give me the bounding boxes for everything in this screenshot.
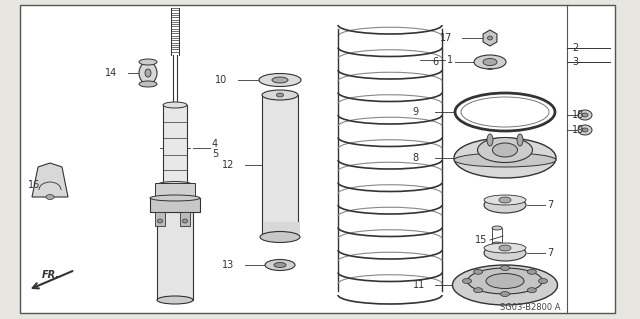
Ellipse shape [484, 245, 526, 261]
Text: SG03-B2800 A: SG03-B2800 A [500, 303, 560, 313]
Text: 10: 10 [215, 75, 227, 85]
Ellipse shape [486, 273, 524, 288]
Ellipse shape [474, 269, 483, 274]
Ellipse shape [454, 138, 556, 178]
Ellipse shape [499, 197, 511, 203]
Ellipse shape [157, 296, 193, 304]
Ellipse shape [484, 195, 526, 205]
Ellipse shape [262, 90, 298, 100]
Ellipse shape [499, 245, 511, 251]
Ellipse shape [474, 288, 483, 293]
Ellipse shape [488, 36, 493, 40]
Ellipse shape [139, 59, 157, 65]
Text: 13: 13 [222, 260, 234, 270]
Ellipse shape [492, 226, 502, 230]
Ellipse shape [500, 292, 509, 296]
Text: 9: 9 [412, 107, 418, 117]
Ellipse shape [276, 93, 284, 97]
Ellipse shape [538, 278, 547, 284]
Ellipse shape [272, 77, 288, 83]
Text: 12: 12 [222, 160, 234, 170]
Ellipse shape [139, 62, 157, 84]
Ellipse shape [578, 125, 592, 135]
Ellipse shape [265, 259, 295, 271]
Text: 3: 3 [572, 57, 578, 67]
Ellipse shape [484, 197, 526, 213]
Ellipse shape [46, 195, 54, 199]
Text: 14: 14 [105, 68, 117, 78]
Ellipse shape [527, 269, 536, 274]
Ellipse shape [259, 73, 301, 86]
Ellipse shape [467, 268, 543, 294]
Ellipse shape [517, 134, 523, 146]
Ellipse shape [454, 153, 556, 167]
Text: FR.: FR. [42, 270, 60, 280]
Ellipse shape [483, 58, 497, 65]
Ellipse shape [452, 265, 557, 305]
Polygon shape [32, 163, 68, 197]
Bar [264, 222, 300, 237]
Text: 1: 1 [447, 55, 453, 65]
Text: 16: 16 [28, 180, 40, 190]
Text: 7: 7 [547, 248, 553, 258]
Text: 15: 15 [475, 235, 488, 245]
Ellipse shape [477, 137, 532, 162]
Ellipse shape [463, 278, 472, 284]
Ellipse shape [182, 219, 188, 223]
Ellipse shape [260, 232, 300, 242]
Text: 17: 17 [440, 33, 452, 43]
Text: 6: 6 [432, 57, 438, 67]
Ellipse shape [157, 219, 163, 223]
Ellipse shape [157, 182, 193, 189]
Text: 18: 18 [572, 110, 584, 120]
Ellipse shape [492, 242, 502, 246]
Ellipse shape [139, 81, 157, 87]
Ellipse shape [582, 113, 588, 117]
Ellipse shape [582, 128, 588, 132]
Bar [150, 198, 200, 212]
Polygon shape [483, 30, 497, 46]
Bar [155, 183, 195, 200]
Ellipse shape [274, 263, 286, 268]
Text: 5: 5 [212, 149, 218, 159]
Text: 4: 4 [212, 139, 218, 149]
Text: 7: 7 [547, 200, 553, 210]
Ellipse shape [163, 102, 187, 108]
Ellipse shape [493, 143, 518, 157]
Ellipse shape [484, 243, 526, 253]
Ellipse shape [487, 134, 493, 146]
Bar [157, 185, 193, 300]
Bar [163, 105, 187, 185]
Text: 8: 8 [412, 153, 418, 163]
Text: 11: 11 [413, 280, 425, 290]
Bar [155, 212, 165, 226]
Text: 19: 19 [572, 125, 584, 135]
Bar [180, 212, 190, 226]
Ellipse shape [578, 110, 592, 120]
Ellipse shape [145, 69, 151, 77]
Ellipse shape [527, 288, 536, 293]
Text: 2: 2 [572, 43, 579, 53]
Ellipse shape [474, 55, 506, 69]
Ellipse shape [500, 265, 509, 271]
Ellipse shape [150, 195, 200, 201]
Bar [262, 95, 298, 237]
